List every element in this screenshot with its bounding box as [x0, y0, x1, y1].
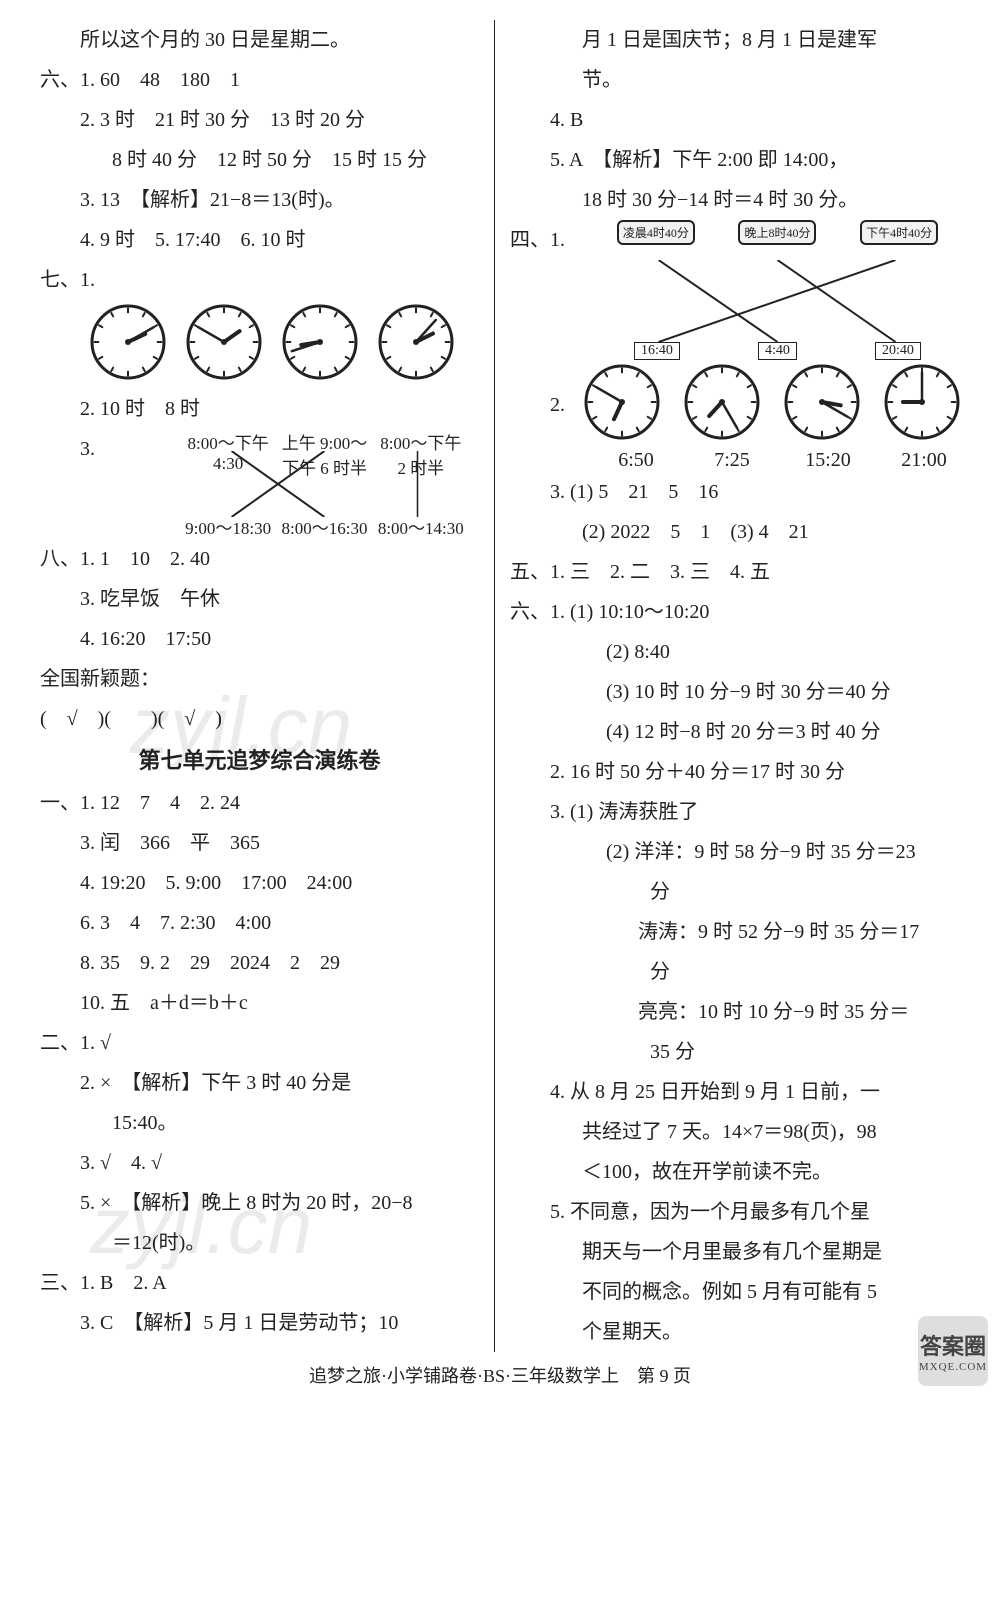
cross-diagram-2: 凌晨4时40分 晚上8时40分 下午4时40分 16:40 4:40: [595, 220, 960, 360]
text-line: 3. (1) 涛涛获胜了: [510, 792, 960, 832]
bus-label: 下午4时40分: [860, 220, 938, 245]
bus-label: 凌晨4时40分: [617, 220, 695, 245]
text-line: 4. 9 时 5. 17:40 6. 10 时: [40, 220, 479, 260]
clock-icon: [884, 364, 960, 445]
text-line: 3. 吃早饭 午休: [40, 579, 479, 619]
text-line: (2) 2022 5 1 (3) 4 21: [510, 512, 960, 552]
text-line: 月 1 日是国庆节；8 月 1 日是建军: [510, 20, 960, 60]
text-line: 涛涛：9 时 52 分−9 时 35 分＝17: [510, 912, 960, 952]
clock-icon: [584, 364, 660, 445]
text-line: 分: [510, 872, 960, 912]
text-line: 八、1. 1 10 2. 40: [40, 539, 479, 579]
text-line: 5. A 【解析】下午 2:00 即 14:00，: [510, 140, 960, 180]
box-label: 16:40: [634, 342, 680, 360]
clock-labels-row: 6:50 7:25 15:20 21:00: [510, 449, 960, 472]
clock-label: 21:00: [888, 449, 960, 472]
left-column: 所以这个月的 30 日是星期二。 六、1. 60 48 180 1 2. 3 时…: [30, 20, 489, 1352]
text-line: 10. 五 a＋d＝b＋c: [40, 983, 479, 1023]
clock-row-right: [584, 364, 960, 445]
text-line: 六、1. 60 48 180 1: [40, 60, 479, 100]
clock-label: 7:25: [696, 449, 768, 472]
badge-subtitle: MXQE.COM: [919, 1361, 987, 1373]
text-line: (2) 8:40: [510, 632, 960, 672]
text-line: (4) 12 时−8 时 20 分＝3 时 40 分: [510, 712, 960, 752]
text-line: ＜100，故在开学前读不完。: [510, 1152, 960, 1192]
text-line: 2. 10 时 8 时: [40, 389, 479, 429]
site-badge: 答案圈 MXQE.COM: [918, 1316, 988, 1386]
clock-label: 6:50: [600, 449, 672, 472]
text-line: 七、1.: [40, 260, 479, 300]
page-footer: 追梦之旅·小学铺路卷·BS·三年级数学上 第 9 页: [30, 1362, 970, 1388]
badge-title: 答案圈: [920, 1329, 986, 1361]
text-line: 5. × 【解析】晚上 8 时为 20 时，20−8: [40, 1183, 479, 1223]
text-line: 8 时 40 分 12 时 50 分 15 时 15 分: [40, 140, 479, 180]
text-line: 一、1. 12 7 4 2. 24: [40, 783, 479, 823]
text-line: 18 时 30 分−14 时＝4 时 30 分。: [510, 180, 960, 220]
text-line: 个星期天。: [510, 1312, 960, 1352]
text-line: 4. 16:20 17:50: [40, 619, 479, 659]
bus-label: 晚上8时40分: [738, 220, 816, 245]
clock-label: 15:20: [792, 449, 864, 472]
box-label: 20:40: [875, 342, 921, 360]
right-column: 月 1 日是国庆节；8 月 1 日是建军 节。 4. B 5. A 【解析】下午…: [500, 20, 970, 1352]
text-line: 3. 闰 366 平 365: [40, 823, 479, 863]
text-line: 期天与一个月里最多有几个星期是: [510, 1232, 960, 1272]
text-line: 2. 16 时 50 分＋40 分＝17 时 30 分: [510, 752, 960, 792]
cross-bot-item: 8:00～14:30: [377, 514, 464, 539]
text-line: 六、1. (1) 10:10～10:20: [510, 592, 960, 632]
box-label: 4:40: [758, 342, 797, 360]
section-title: 第七单元追梦综合演练卷: [40, 739, 479, 783]
clock-row-left: [40, 304, 479, 385]
text-line: 2. 3 时 21 时 30 分 13 时 20 分: [40, 100, 479, 140]
text-line: 3. (1) 5 21 5 16: [510, 472, 960, 512]
text-line: 4. B: [510, 100, 960, 140]
text-line: 35 分: [510, 1032, 960, 1072]
text-line: 四、1.: [510, 220, 565, 260]
cross-bot-item: 8:00～16:30: [281, 514, 368, 539]
text-line: (3) 10 时 10 分−9 时 30 分＝40 分: [510, 672, 960, 712]
text-line: 节。: [510, 60, 960, 100]
text-line: 5. 不同意，因为一个月最多有几个星: [510, 1192, 960, 1232]
clock-icon: [186, 304, 262, 385]
column-divider: [494, 20, 495, 1352]
text-line: 2. × 【解析】下午 3 时 40 分是: [40, 1063, 479, 1103]
text-line: (2) 洋洋：9 时 58 分−9 时 35 分＝23: [510, 832, 960, 872]
text-line: 4. 19:20 5. 9:00 17:00 24:00: [40, 863, 479, 903]
text-line: 4. 从 8 月 25 日开始到 9 月 1 日前，一: [510, 1072, 960, 1112]
text-line: 3. √ 4. √: [40, 1143, 479, 1183]
clock-icon: [684, 364, 760, 445]
text-line: 分: [510, 952, 960, 992]
clock-icon: [282, 304, 358, 385]
text-line: 五、1. 三 2. 二 3. 三 4. 五: [510, 552, 960, 592]
text-line: 3. C 【解析】5 月 1 日是劳动节；10: [40, 1303, 479, 1343]
text-line: 3.: [40, 429, 140, 469]
text-line: 15:40。: [40, 1103, 479, 1143]
clock-icon: [784, 364, 860, 445]
cross-diagram-1: 8:00～下午 4:30 上午 9:00～ 下午 6 时半 8:00～下午 2 …: [180, 429, 469, 539]
text-line: ( √ )( )( √ ): [40, 699, 479, 739]
text-line: 8. 35 9. 2 29 2024 2 29: [40, 943, 479, 983]
text-line: 不同的概念。例如 5 月有可能有 5: [510, 1272, 960, 1312]
text-line: 二、1. √: [40, 1023, 479, 1063]
text-line: 3. 13 【解析】21−8＝13(时)。: [40, 180, 479, 220]
text-line: ＝12(时)。: [40, 1223, 479, 1263]
text-line: 亮亮：10 时 10 分−9 时 35 分＝: [510, 992, 960, 1032]
text-line: 共经过了 7 天。14×7＝98(页)，98: [510, 1112, 960, 1152]
clock-icon: [378, 304, 454, 385]
text-line: 6. 3 4 7. 2:30 4:00: [40, 903, 479, 943]
clock-icon: [90, 304, 166, 385]
text-line: 2.: [510, 385, 584, 425]
text-line: 三、1. B 2. A: [40, 1263, 479, 1303]
text-line: 全国新颖题：: [40, 659, 479, 699]
cross-bot-item: 9:00～18:30: [185, 514, 272, 539]
text-line: 所以这个月的 30 日是星期二。: [40, 20, 479, 60]
